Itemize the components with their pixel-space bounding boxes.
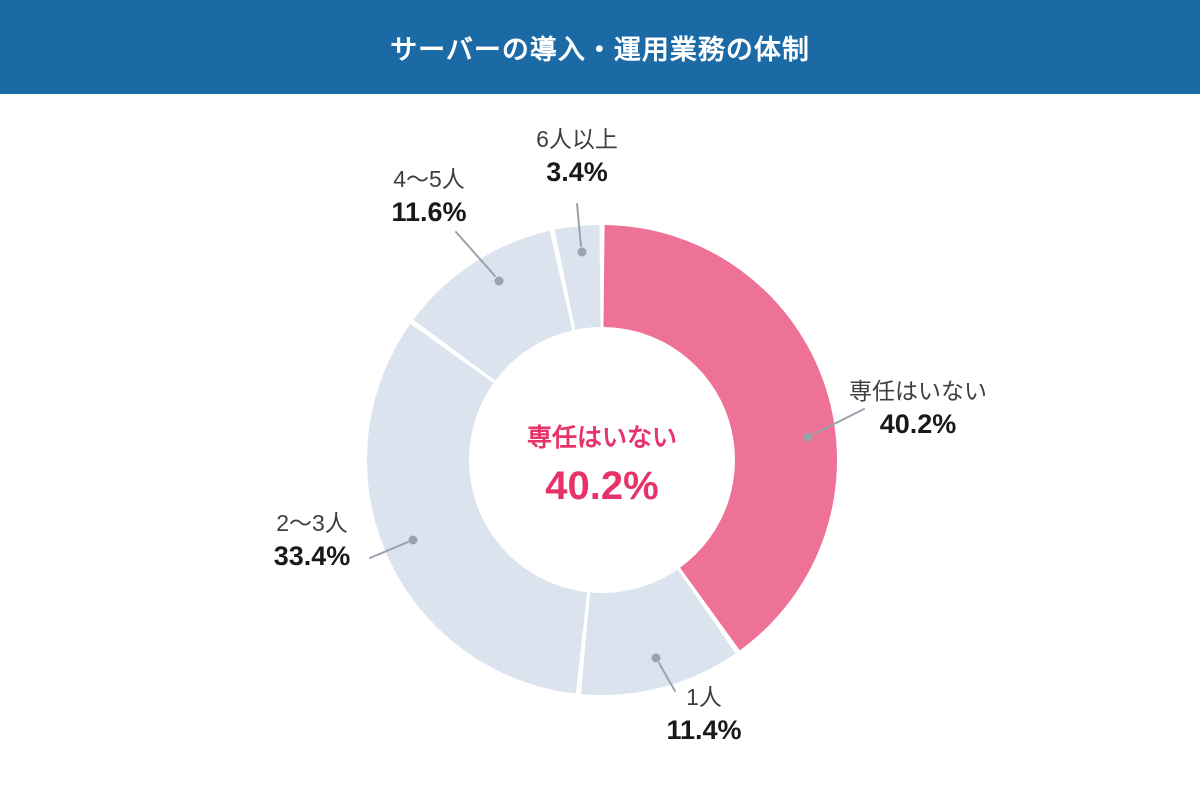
slice-label-one-person: 1人 11.4% xyxy=(618,684,790,746)
leader-dot-none-dedicated xyxy=(803,432,813,442)
slice-label-value: 11.6% xyxy=(391,197,467,228)
slice-label-name: 6人以上 xyxy=(536,126,618,152)
donut-chart: 6人以上 3.4% 4〜5人 11.6% 専任はいない 40.2% 2〜3人 3… xyxy=(0,94,1200,794)
slice-label-six-plus: 6人以上 3.4% xyxy=(492,126,662,188)
slice-label-none-dedicated: 専任はいない 40.2% xyxy=(820,378,1016,440)
chart-title: サーバーの導入・運用業務の体制 xyxy=(390,34,810,65)
chart-title-bar: サーバーの導入・運用業務の体制 xyxy=(0,0,1200,94)
leader-line-six-plus xyxy=(576,203,582,247)
donut-segment-4〜5人 xyxy=(413,230,573,381)
donut-segment-2〜3人 xyxy=(367,323,588,694)
leader-lines xyxy=(369,203,865,692)
slice-label-name: 専任はいない xyxy=(849,378,987,404)
leader-dot-two-three xyxy=(408,535,418,545)
donut-segment-専任はいない xyxy=(603,225,837,651)
slice-label-name: 2〜3人 xyxy=(276,510,348,536)
leader-line-two-three xyxy=(369,541,409,559)
slice-label-value: 3.4% xyxy=(546,157,608,188)
donut-segment-6人以上 xyxy=(554,225,601,330)
donut-center-label: 専任はいない xyxy=(526,424,677,452)
leader-line-four-five xyxy=(455,231,496,277)
leader-dot-one-person xyxy=(651,653,661,663)
leader-dot-six-plus xyxy=(577,247,587,257)
donut-segment-1人 xyxy=(580,569,736,695)
donut-svg xyxy=(367,203,865,695)
donut-segments xyxy=(367,225,837,695)
donut-center-value: 40.2% xyxy=(545,464,659,508)
slice-label-two-three: 2〜3人 33.4% xyxy=(226,510,398,572)
slice-label-value: 33.4% xyxy=(273,541,351,572)
slice-label-value: 11.4% xyxy=(666,715,742,746)
slice-label-value: 40.2% xyxy=(879,409,957,440)
slice-label-name: 4〜5人 xyxy=(393,166,465,192)
leader-line-one-person xyxy=(658,662,676,692)
donut-center-text: 専任はいない 40.2% xyxy=(438,418,766,509)
slice-label-four-five: 4〜5人 11.6% xyxy=(344,166,514,228)
leader-line-none-dedicated xyxy=(813,408,865,435)
leader-dot-four-five xyxy=(494,276,504,286)
slice-label-name: 1人 xyxy=(686,684,722,710)
